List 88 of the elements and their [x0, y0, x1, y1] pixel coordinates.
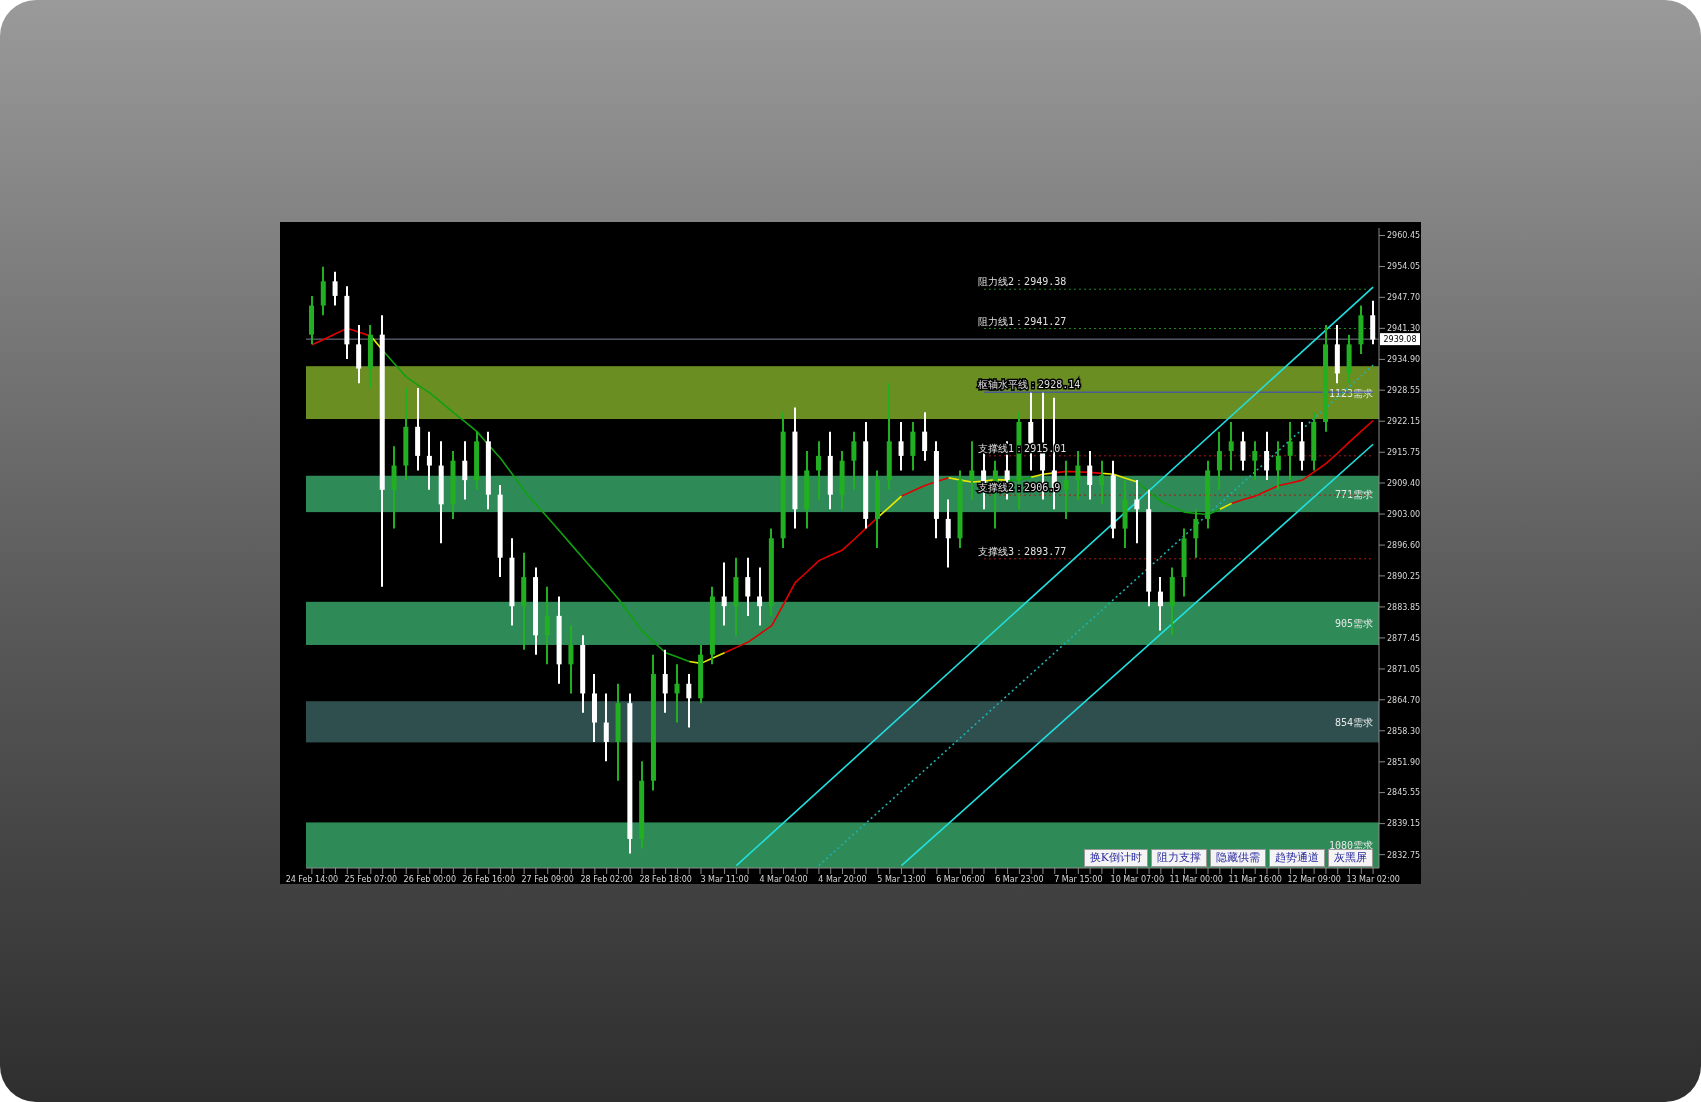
button: 换K倒计时: [1083, 849, 1148, 867]
candlestick: [1157, 576, 1163, 632]
candlestick: [1275, 440, 1281, 491]
ref-line-label: 枢轴水平线：2928.14: [978, 379, 1081, 391]
button: 隐藏供需: [1210, 849, 1266, 867]
x-tick-label: 13 Mar 02:00: [1346, 874, 1400, 884]
button: 灰黑屏: [1328, 849, 1373, 867]
x-tick-label: 10 Mar 07:00: [1110, 874, 1164, 884]
candlestick: [745, 556, 751, 617]
candlestick: [1134, 479, 1140, 545]
y-tick-label: 2947.70: [1387, 293, 1421, 303]
x-tick-label: 11 Mar 16:00: [1228, 874, 1282, 884]
x-tick-label: 4 Mar 04:00: [759, 874, 808, 884]
x-tick-label: 12 Mar 09:00: [1287, 874, 1341, 884]
x-tick-label: 26 Feb 16:00: [462, 874, 516, 884]
candlestick: [568, 624, 574, 695]
ref-line-label: 阻力线2：2949.38: [978, 276, 1067, 288]
candlestick: [1264, 430, 1270, 482]
x-tick-label: 25 Feb 07:00: [344, 874, 398, 884]
x-tick-label: 11 Mar 00:00: [1169, 874, 1223, 884]
candlestick: [1240, 430, 1246, 472]
y-tick-label: 2960.45: [1387, 231, 1421, 241]
x-tick-label: 27 Feb 09:00: [521, 874, 574, 884]
candlestick: [686, 673, 692, 729]
band-label: 1080需求: [1328, 840, 1373, 852]
candlestick: [1228, 420, 1234, 472]
candlestick: [544, 585, 550, 666]
y-tick-label: 2903.00: [1387, 509, 1421, 519]
candlestick: [1252, 440, 1258, 482]
y-tick-label: 2954.05: [1387, 262, 1421, 272]
band-label: 854需求: [1334, 716, 1373, 728]
band-label: 905需求: [1334, 618, 1373, 630]
ref-line-label: 2939.08: [1383, 335, 1417, 345]
candlestick: [816, 440, 822, 501]
band-label: 771需求: [1334, 488, 1373, 500]
y-tick-label: 2941.30: [1387, 324, 1421, 334]
ref-line-label: 支撑线3：2893.77: [978, 545, 1067, 557]
y-tick-label: 2877.45: [1387, 633, 1421, 643]
x-tick-label: 26 Feb 00:00: [403, 874, 457, 884]
button: 趋势通道: [1269, 849, 1325, 867]
candlestick: [1193, 508, 1199, 559]
candlestick: [674, 663, 680, 724]
band-label: 1123需求: [1328, 387, 1373, 399]
candlestick: [332, 270, 338, 307]
y-tick-label: 2858.30: [1387, 726, 1421, 736]
candlestick: [426, 430, 432, 491]
candlestick: [1299, 420, 1305, 472]
candlestick: [757, 566, 763, 627]
candlestick: [603, 692, 609, 763]
candlestick: [462, 440, 468, 501]
y-tick-label: 2832.75: [1387, 850, 1421, 860]
button: 阻力支撑: [1151, 849, 1207, 867]
y-tick-label: 2896.60: [1387, 540, 1421, 550]
x-tick-label: 6 Mar 23:00: [995, 874, 1044, 884]
candlestick: [969, 440, 975, 501]
x-tick-label: 28 Feb 02:00: [580, 874, 633, 884]
x-tick-label: 6 Mar 06:00: [936, 874, 985, 884]
y-tick-label: 2922.15: [1387, 417, 1421, 427]
y-tick-label: 2909.40: [1387, 478, 1421, 488]
x-tick-label: 5 Mar 13:00: [877, 874, 926, 884]
y-tick-label: 2839.15: [1387, 819, 1421, 829]
candlestick: [1287, 420, 1293, 482]
candlestick: [898, 420, 904, 472]
candlestick: [945, 498, 951, 569]
y-tick-label: 2915.75: [1387, 448, 1421, 458]
y-tick-label: 2864.70: [1387, 695, 1421, 705]
candlestick: [1099, 459, 1105, 506]
x-tick-label: 4 Mar 20:00: [818, 874, 867, 884]
candlestick: [1075, 450, 1081, 501]
y-tick-label: 2845.55: [1387, 788, 1421, 798]
candlestick: [721, 561, 727, 627]
candlestick: [662, 648, 668, 714]
ref-line-label: 阻力线1：2941.27: [978, 315, 1067, 327]
candlestick: [922, 411, 928, 462]
x-tick-label: 28 Feb 18:00: [639, 874, 692, 884]
x-tick-label: 24 Feb 14:00: [285, 874, 339, 884]
candlestick: [851, 430, 857, 491]
y-tick-label: 2928.55: [1387, 386, 1421, 396]
y-tick-label: 2934.90: [1387, 355, 1421, 365]
y-tick-label: 2890.25: [1387, 571, 1421, 581]
x-tick-label: 7 Mar 15:00: [1054, 874, 1103, 884]
y-tick-label: 2851.90: [1387, 757, 1421, 767]
candlestick: [1087, 450, 1093, 501]
x-tick-label: 3 Mar 11:00: [700, 874, 749, 884]
candlestick: [1216, 430, 1222, 491]
y-tick-label: 2871.05: [1387, 664, 1421, 674]
candlestick: [1063, 459, 1069, 520]
y-tick-label: 2883.85: [1387, 602, 1421, 612]
